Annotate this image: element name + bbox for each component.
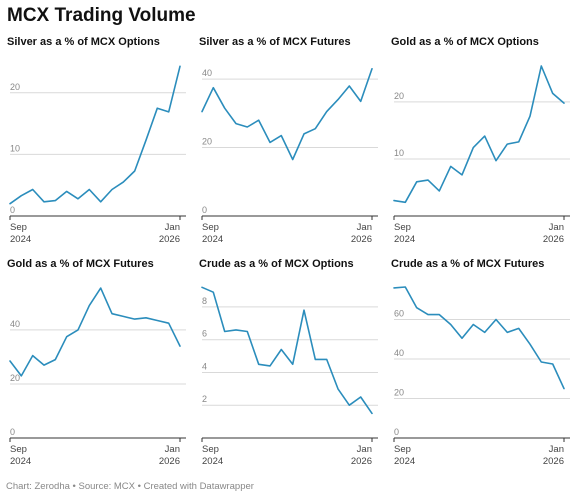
y-tick-label: 60 bbox=[394, 309, 404, 319]
x-tick-label: Sep bbox=[10, 444, 27, 455]
series-line bbox=[393, 286, 565, 390]
y-tick-label: 2 bbox=[202, 394, 207, 404]
x-tick-label: Sep bbox=[394, 222, 411, 233]
x-tick-label: Jan bbox=[165, 444, 180, 455]
x-tick-label: Sep bbox=[202, 222, 219, 233]
panel-crude-options: Crude as a % of MCX Options 2 4 6 8 Sep 2024 J… bbox=[196, 258, 388, 480]
series-line bbox=[9, 65, 181, 205]
x-tick-label: 2026 bbox=[543, 456, 564, 467]
y-tick-label: 20 bbox=[394, 91, 404, 101]
x-tick-label: 2026 bbox=[543, 234, 564, 245]
panel-title: Crude as a % of MCX Futures bbox=[391, 258, 545, 270]
x-tick-label: Jan bbox=[549, 222, 564, 233]
x-tick-label: 2024 bbox=[394, 456, 415, 467]
series-line bbox=[201, 286, 373, 415]
x-tick-label: 2026 bbox=[351, 234, 372, 245]
y-tick-label: 6 bbox=[202, 329, 207, 339]
x-tick-label: 2024 bbox=[202, 234, 223, 245]
x-tick-label: Jan bbox=[357, 444, 372, 455]
page-title: MCX Trading Volume bbox=[7, 5, 196, 26]
y-tick-label: 8 bbox=[202, 296, 207, 306]
panel-crude-futures: Crude as a % of MCX Futures 0 20 40 60 Sep 20… bbox=[388, 258, 580, 480]
panel-gold-futures: Gold as a % of MCX Futures 0 20 40 Sep 2024 J… bbox=[4, 258, 196, 480]
y-tick-label: 40 bbox=[10, 319, 20, 329]
x-tick-label: 2024 bbox=[10, 456, 31, 467]
y-tick-label: 0 bbox=[202, 205, 207, 215]
panel-gold-options: Gold as a % of MCX Options 10 20 Sep 2024 Ja… bbox=[388, 36, 580, 258]
x-tick-label: 2024 bbox=[202, 456, 223, 467]
series-line bbox=[201, 68, 373, 161]
panel-title: Silver as a % of MCX Options bbox=[7, 36, 160, 48]
panel-title: Crude as a % of MCX Options bbox=[199, 258, 354, 270]
y-tick-label: 0 bbox=[394, 427, 399, 437]
x-tick-label: 2024 bbox=[394, 234, 415, 245]
x-tick-label: Sep bbox=[202, 444, 219, 455]
series-line bbox=[9, 287, 181, 377]
y-tick-label: 10 bbox=[10, 143, 20, 153]
x-tick-label: Jan bbox=[165, 222, 180, 233]
panel-silver-options: Silver as a % of MCX Options 0 10 20 Sep 202… bbox=[4, 36, 196, 258]
x-tick-label: 2024 bbox=[10, 234, 31, 245]
panel-title: Gold as a % of MCX Options bbox=[391, 36, 539, 48]
y-tick-label: 0 bbox=[10, 205, 15, 215]
y-tick-label: 4 bbox=[202, 361, 207, 371]
y-tick-label: 20 bbox=[10, 373, 20, 383]
panel-silver-futures: Silver as a % of MCX Futures 0 20 40 Sep 202… bbox=[196, 36, 388, 258]
y-tick-label: 20 bbox=[10, 82, 20, 92]
x-tick-label: 2026 bbox=[159, 234, 180, 245]
y-tick-label: 10 bbox=[394, 148, 404, 158]
y-tick-label: 0 bbox=[10, 427, 15, 437]
footer-credit: Chart: Zerodha • Source: MCX • Created w… bbox=[6, 481, 254, 492]
panel-title: Silver as a % of MCX Futures bbox=[199, 36, 351, 48]
x-tick-label: Jan bbox=[357, 222, 372, 233]
y-tick-label: 40 bbox=[394, 348, 404, 358]
x-tick-label: Sep bbox=[10, 222, 27, 233]
small-multiples-grid: Silver as a % of MCX Options 0 10 20 Sep 202… bbox=[4, 36, 581, 476]
series-line bbox=[393, 65, 565, 204]
panel-title: Gold as a % of MCX Futures bbox=[7, 258, 154, 270]
x-tick-label: 2026 bbox=[351, 456, 372, 467]
y-tick-label: 20 bbox=[394, 388, 404, 398]
y-tick-label: 20 bbox=[202, 137, 212, 147]
x-tick-label: Jan bbox=[549, 444, 564, 455]
x-tick-label: 2026 bbox=[159, 456, 180, 467]
x-tick-label: Sep bbox=[394, 444, 411, 455]
y-tick-label: 40 bbox=[202, 68, 212, 78]
